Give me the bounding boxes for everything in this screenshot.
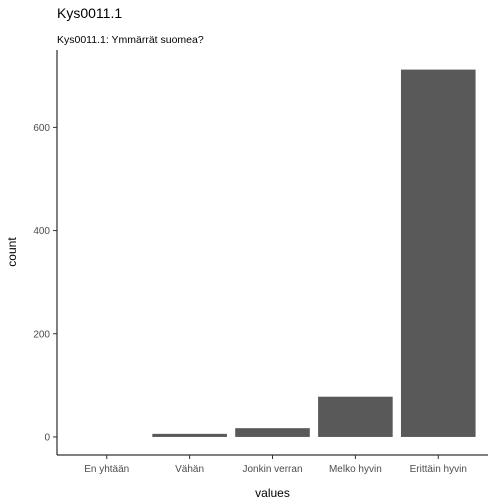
bar-2 (235, 428, 310, 437)
y-tick-label: 200 (33, 329, 50, 340)
bars-group (152, 69, 476, 437)
bar-4 (400, 69, 476, 437)
y-ticks-group: 0 200 400 600 (33, 123, 57, 443)
x-tick-label: En yhtään (84, 464, 129, 475)
chart-subtitle: Kys0011.1: Ymmärrät suomea? (57, 34, 204, 46)
x-tick-label: Melko hyvin (329, 464, 382, 475)
chart-title: Kys0011.1 (57, 5, 122, 21)
x-tick-label: Erittäin hyvin (410, 464, 467, 475)
x-tick-label: Jonkin verran (242, 464, 302, 475)
x-ticks-group: En yhtään Vähän Jonkin verran Melko hyvin Er… (84, 455, 467, 475)
bar-1 (152, 433, 227, 437)
y-axis-title: count (5, 237, 19, 267)
y-tick-label: 400 (33, 226, 50, 237)
x-axis-title: values (255, 486, 290, 500)
y-tick-label: 600 (33, 123, 50, 134)
bar-3 (318, 396, 393, 437)
x-tick-label: Vähän (175, 464, 204, 475)
y-tick-label: 0 (44, 432, 50, 443)
